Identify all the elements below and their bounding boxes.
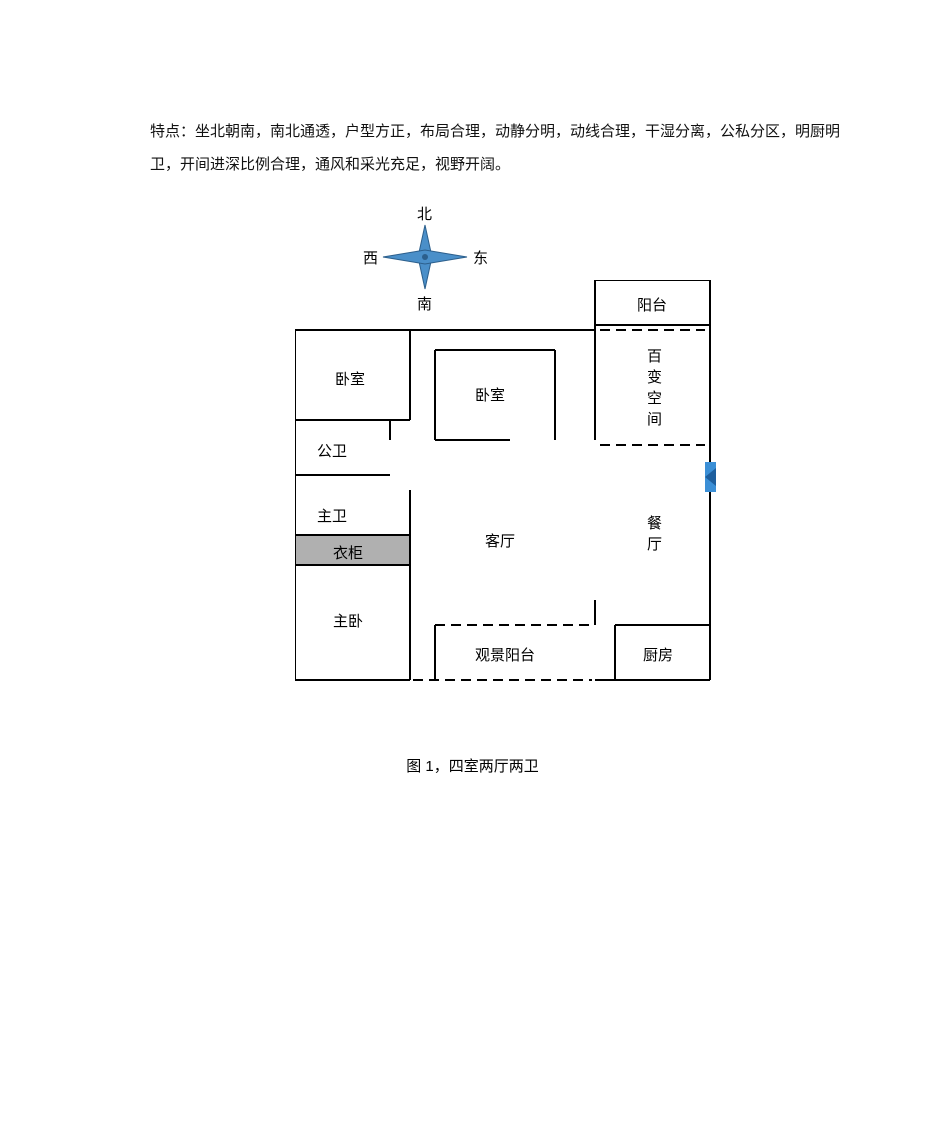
label-master-bed: 主卧	[333, 610, 363, 631]
label-bedroom2: 卧室	[475, 384, 505, 405]
label-flex-space: 百变空间	[643, 348, 664, 432]
label-balcony-top: 阳台	[637, 294, 667, 315]
floor-plan: 卧室 卧室 阳台 百变空间 公卫 主卫 衣柜 主卧 客厅 餐厅 观景阳台 厨房	[295, 280, 715, 690]
label-living-room: 客厅	[485, 530, 515, 551]
label-bedroom1: 卧室	[335, 368, 365, 389]
label-kitchen: 厨房	[643, 644, 673, 665]
label-view-balcony: 观景阳台	[475, 644, 535, 665]
description-text: 特点：坐北朝南，南北通透，户型方正，布局合理，动静分明，动线合理，干湿分离，公私…	[150, 115, 845, 181]
door-marker	[705, 462, 716, 492]
label-wardrobe: 衣柜	[333, 542, 363, 563]
figure-caption: 图 1，四室两厅两卫	[0, 755, 945, 776]
label-dining-room: 餐厅	[643, 515, 664, 557]
label-public-bath: 公卫	[317, 440, 347, 461]
label-master-bath: 主卫	[317, 505, 347, 526]
